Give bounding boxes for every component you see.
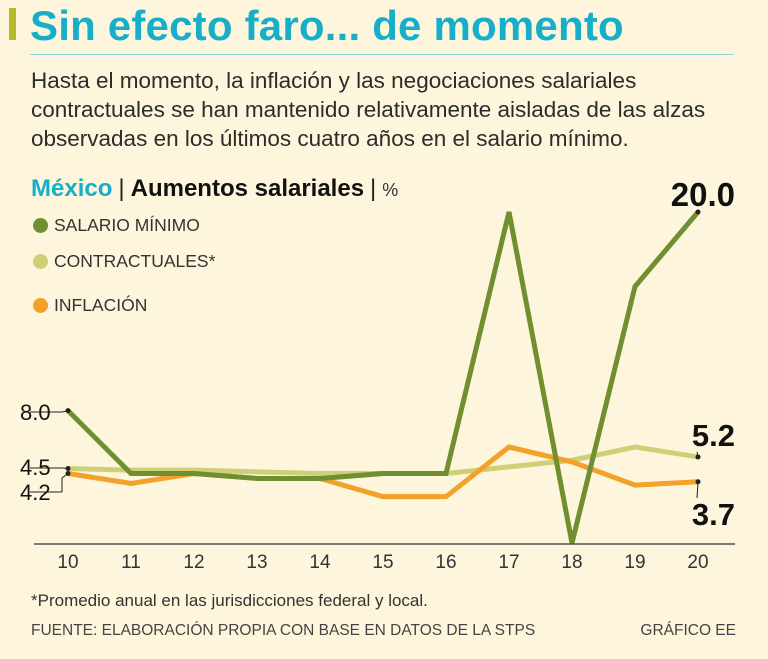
chart-heading-unit-separator: | [370, 175, 377, 202]
footnote: *Promedio anual en las jurisdicciones fe… [31, 591, 428, 610]
series-line-0 [66, 210, 700, 544]
legend-item-salario-minimo: SALARIO MÍNIMO [33, 215, 200, 236]
annotation-dot [65, 470, 71, 476]
data-label: 4.5 [20, 455, 51, 480]
x-tick-label: 10 [57, 552, 78, 573]
x-tick-label: 20 [687, 552, 708, 573]
annotation-dot [695, 209, 701, 215]
annotation-dot [65, 408, 71, 414]
graphic-credit: GRÁFICO EE [640, 622, 736, 639]
legend-dot-inflacion [33, 298, 48, 313]
x-tick-label: 16 [435, 552, 456, 573]
data-label: 3.7 [692, 497, 735, 532]
page-title: Sin efecto faro... de momento [30, 2, 624, 49]
chart-heading-unit: % [382, 180, 399, 200]
data-label: 8.0 [20, 400, 51, 425]
annotation-leader [696, 481, 699, 499]
legend-label-contractuales: CONTRACTUALES* [54, 251, 216, 271]
chart-heading-separator: | [118, 175, 125, 202]
title-divider [30, 54, 734, 55]
legend-item-inflacion: INFLACIÓN [33, 295, 147, 316]
x-tick-label: 13 [246, 552, 267, 573]
legend-dot-salario-minimo [33, 218, 48, 233]
legend-label-salario-minimo: SALARIO MÍNIMO [54, 215, 200, 235]
data-label: 4.2 [20, 480, 51, 505]
x-tick-label: 17 [498, 552, 519, 573]
chart-heading-topic: Aumentos salariales [130, 175, 365, 202]
chart-heading-country: México [31, 175, 113, 202]
annotation-leader [61, 473, 69, 492]
series-line-1 [67, 444, 699, 476]
title-accent-bar [9, 8, 16, 40]
legend-label-inflacion: INFLACIÓN [54, 295, 148, 315]
legend-dot-contractuales [33, 254, 48, 269]
x-tick-label: 11 [121, 552, 141, 573]
legend-item-contractuales: CONTRACTUALES* [33, 251, 215, 272]
annotation-dot [65, 466, 71, 472]
chart-heading: México | Aumentos salariales |% [31, 175, 398, 203]
data-label: 5.2 [692, 418, 735, 453]
x-tick-label: 14 [309, 552, 331, 573]
x-tick-label: 15 [372, 552, 393, 573]
annotation-dot [695, 479, 701, 485]
data-label: 20.0 [671, 176, 735, 213]
page-subtitle: Hasta el momento, la inflación y las neg… [31, 68, 706, 151]
annotation-dot [695, 454, 701, 460]
x-tick-label: 12 [183, 552, 204, 573]
x-tick-label: 19 [624, 552, 645, 573]
source-note: FUENTE: ELABORACIÓN PROPIA CON BASE EN D… [31, 622, 536, 639]
series-line-2 [67, 444, 699, 500]
x-tick-label: 18 [561, 552, 582, 573]
